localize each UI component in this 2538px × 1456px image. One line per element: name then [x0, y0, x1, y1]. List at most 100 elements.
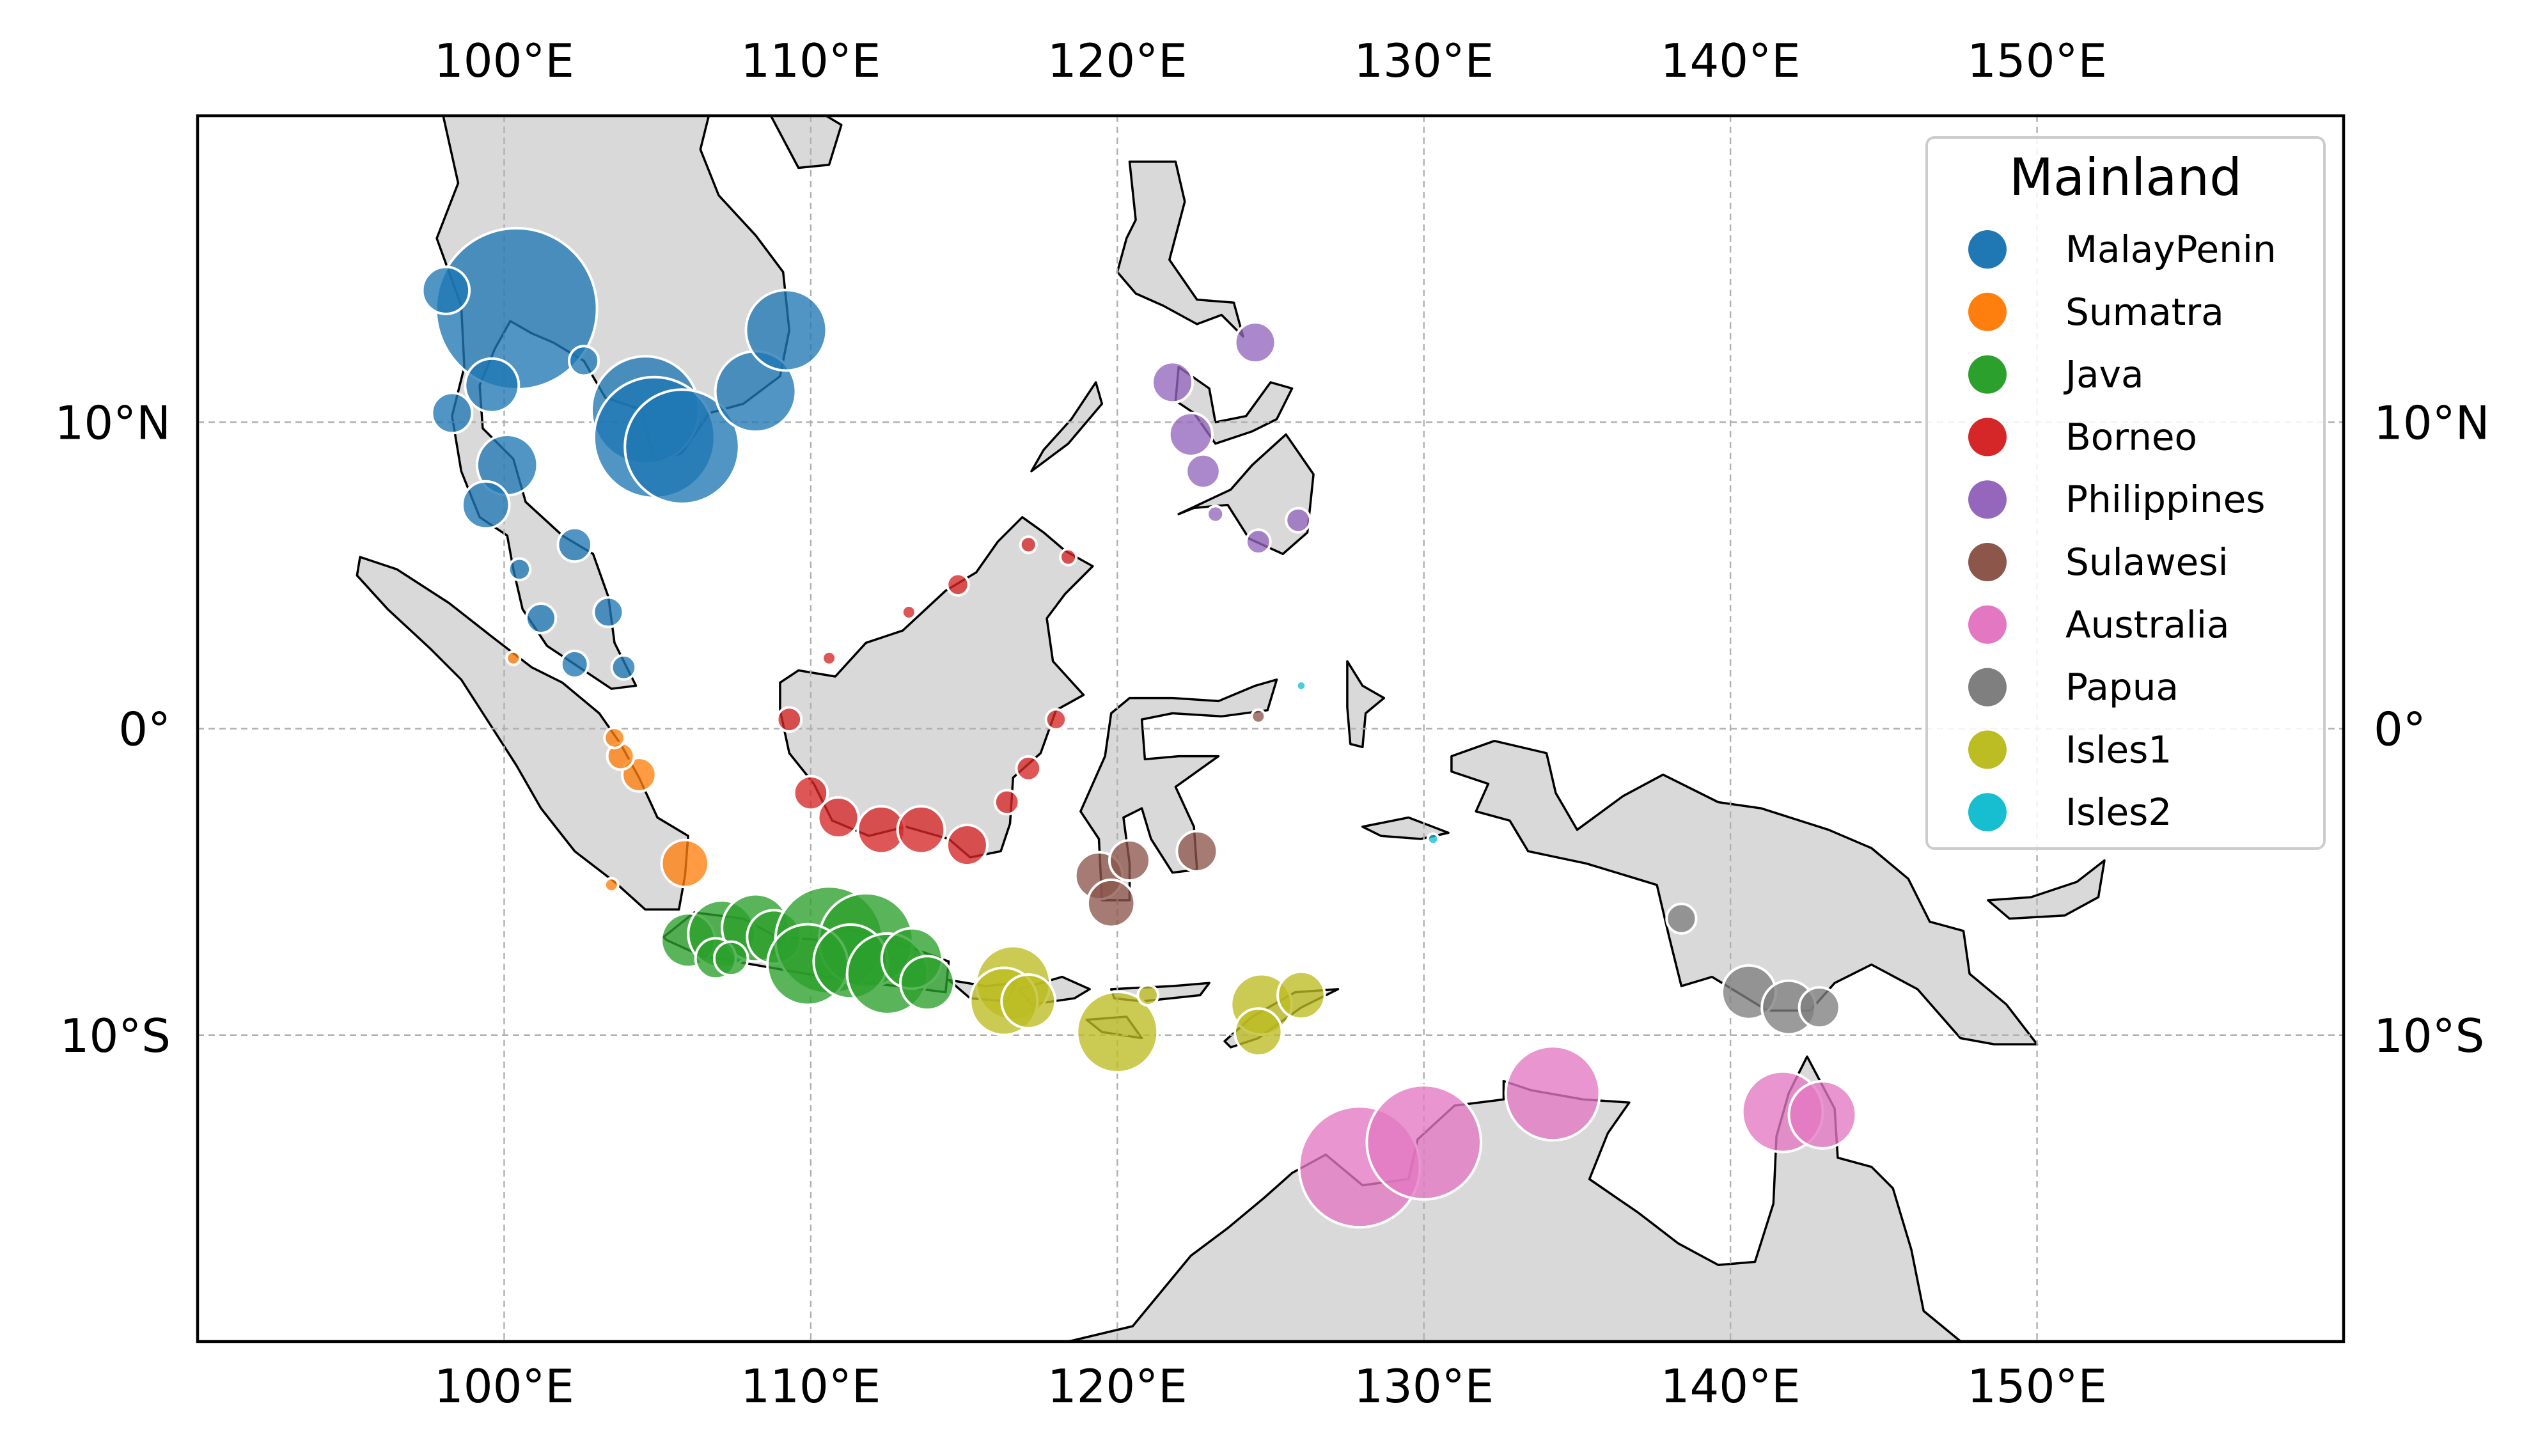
right-lat-tick-label: 0° [2374, 703, 2426, 756]
series-isles2-points [1295, 680, 1440, 846]
legend-item-isles2: Isles2 [1968, 790, 2172, 834]
legend-label: Sulawesi [2065, 540, 2229, 584]
sample-point [623, 388, 740, 505]
sample-point [1206, 505, 1225, 524]
legend-marker [1968, 668, 2007, 707]
legend-item-sulawesi: Sulawesi [1968, 540, 2229, 584]
left-lat-tick-label: 10°S [60, 1009, 171, 1063]
luzon-land [1116, 160, 1244, 338]
sample-point [792, 774, 829, 811]
sample-point [1504, 1045, 1601, 1142]
sample-point [556, 526, 593, 563]
series-australia-points [1297, 1045, 1858, 1229]
sample-point [1276, 970, 1326, 1021]
sample-point [460, 480, 511, 530]
legend-marker [1968, 730, 2007, 769]
sample-point [660, 838, 710, 889]
sample-point [1151, 361, 1195, 404]
sample-point [1234, 1007, 1283, 1057]
bottom-lon-tick-label: 100°E [434, 1359, 574, 1413]
top-lon-tick-label: 140°E [1661, 34, 1801, 88]
sample-point [560, 649, 590, 679]
bottom-lon-tick-label: 110°E [740, 1359, 881, 1413]
sample-point [1076, 990, 1159, 1074]
legend-marker [1968, 793, 2007, 832]
sample-point [1787, 1079, 1858, 1150]
right-lat-tick-label: 10°N [2374, 396, 2489, 450]
sample-point [1426, 832, 1440, 846]
series-java-points [660, 885, 955, 1015]
legend-item-isles1: Isles1 [1968, 728, 2172, 771]
bottom-lon-tick-label: 130°E [1354, 1359, 1494, 1413]
sample-point [993, 788, 1021, 816]
left-lat-tick-label: 10°N [55, 396, 171, 450]
legend-item-philippines: Philippines [1968, 478, 2266, 521]
sample-point [1015, 755, 1042, 782]
legend: Mainland MalayPenin Sumatra Java Borneo Phil… [1925, 136, 2326, 850]
sample-point [603, 877, 620, 893]
sample-point [1019, 535, 1038, 554]
sample-point [817, 796, 860, 839]
series-sumatra-points [505, 650, 710, 893]
bottom-lon-tick-label: 150°E [1967, 1359, 2107, 1413]
sample-point [568, 345, 600, 377]
sample-point [1059, 547, 1078, 567]
sample-point [900, 604, 917, 620]
legend-item-papua: Papua [1968, 666, 2179, 709]
sample-point [744, 288, 828, 372]
top-lon-tick-label: 100°E [434, 34, 574, 88]
top-lon-tick-label: 150°E [1967, 34, 2107, 88]
legend-label: MalayPenin [2065, 228, 2276, 271]
series-isles1-points [969, 944, 1326, 1074]
sample-point [712, 940, 749, 977]
sample-point [1250, 708, 1267, 724]
sample-point [1086, 878, 1136, 928]
legend-item-java: Java [1968, 353, 2144, 396]
legend-marker [1968, 543, 2007, 581]
legend-label: Isles1 [2065, 728, 2172, 771]
sample-point [507, 557, 532, 582]
new-britain-land [1987, 859, 2106, 920]
top-lon-tick-label: 120°E [1047, 34, 1187, 88]
sample-point [524, 602, 558, 635]
legend-label: Papua [2065, 666, 2179, 709]
right-latitude-ticks: 10°N 0° 10°S [2374, 396, 2489, 1063]
sample-point [946, 572, 970, 597]
sample-point [1244, 528, 1272, 556]
legend-label: Java [2064, 353, 2144, 396]
legend-label: Isles2 [2065, 790, 2172, 834]
sample-point [1000, 973, 1057, 1029]
sample-point [1234, 321, 1277, 364]
sample-point [505, 650, 522, 666]
series-borneo-points [776, 535, 1078, 867]
sumatra-land [356, 556, 689, 911]
top-lon-tick-label: 130°E [1354, 34, 1494, 88]
sample-point [1365, 1084, 1482, 1201]
sample-point [603, 726, 626, 749]
legend-item-malaypenin: MalayPenin [1968, 228, 2276, 271]
legend-marker [1968, 480, 2007, 519]
palawan-land [1030, 381, 1104, 473]
right-lat-tick-label: 10°S [2374, 1009, 2484, 1063]
series-malaypenin-points [421, 226, 828, 681]
bottom-lon-tick-label: 120°E [1047, 1359, 1187, 1413]
sample-point [1168, 411, 1214, 458]
legend-label: Sumatra [2065, 290, 2224, 334]
sample-point [421, 265, 471, 316]
sample-point [464, 357, 521, 414]
legend-item-australia: Australia [1968, 603, 2230, 646]
left-latitude-ticks: 10°N 0° 10°S [55, 396, 171, 1063]
sample-points [421, 226, 1858, 1229]
legend-item-borneo: Borneo [1968, 415, 2197, 458]
sample-point [821, 650, 838, 666]
sample-point [1108, 839, 1151, 882]
legend-marker [1968, 355, 2007, 394]
series-philippines-points [1151, 321, 1312, 556]
legend-label: Borneo [2065, 415, 2197, 458]
legend-marker [1968, 418, 2007, 457]
sample-point [1798, 986, 1841, 1029]
map-frame [196, 114, 2346, 1343]
legend-title: Mainland [2009, 148, 2242, 207]
series-papua-points [1665, 902, 1841, 1036]
sample-point [430, 391, 474, 435]
